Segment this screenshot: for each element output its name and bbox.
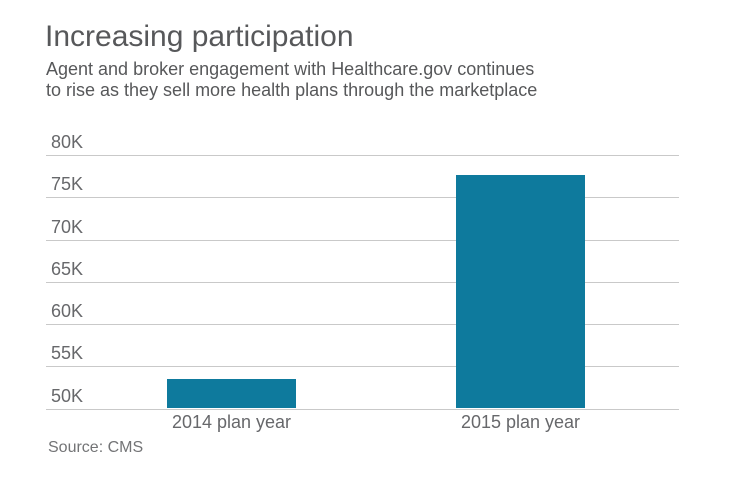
chart-title: Increasing participation bbox=[45, 20, 354, 53]
y-axis-tick-label: 50K bbox=[51, 385, 84, 406]
gridline-70k bbox=[46, 239, 679, 241]
gridline-75k bbox=[46, 197, 679, 199]
chart-subtitle-line2: to rise as they sell more health plans t… bbox=[46, 79, 538, 100]
x-axis-category-label: 2015 plan year bbox=[460, 412, 581, 432]
gridline-55k bbox=[46, 366, 679, 368]
bar-2015 bbox=[456, 175, 585, 409]
y-axis-tick-label: 80K bbox=[51, 132, 84, 152]
y-axis-tick-label: 65K bbox=[51, 258, 84, 279]
gridline-65k bbox=[46, 281, 679, 283]
y-axis-tick-label: 55K bbox=[51, 343, 84, 364]
y-axis-tick-label: 75K bbox=[51, 174, 84, 195]
gridline-80k bbox=[46, 155, 679, 156]
gridline-60k bbox=[46, 324, 679, 325]
bar-2014 bbox=[167, 378, 296, 409]
x-axis-category-label: 2014 plan year bbox=[171, 412, 292, 432]
y-axis-tick-label: 70K bbox=[51, 216, 84, 237]
source-note: Source: CMS bbox=[48, 439, 144, 456]
chart-subtitle: Agent and broker engagement with Healthc… bbox=[46, 59, 537, 100]
gridline-50k bbox=[46, 408, 679, 410]
chart-subtitle-line1: Agent and broker engagement with Healthc… bbox=[46, 59, 535, 79]
y-axis-tick-label: 60K bbox=[51, 301, 84, 321]
